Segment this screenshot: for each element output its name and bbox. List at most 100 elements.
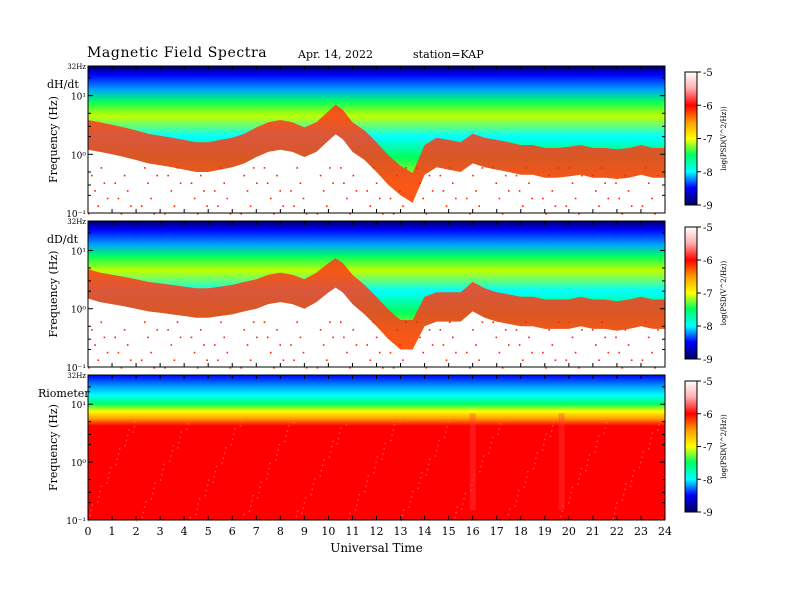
noise-speck [427, 463, 430, 466]
noise-speck [437, 445, 439, 447]
noise-speck [123, 329, 126, 331]
noise-speck [364, 490, 366, 493]
noise-speck [604, 427, 607, 429]
noise-speck [144, 167, 146, 169]
noise-speck [265, 478, 268, 480]
noise-speck [561, 510, 563, 512]
noise-speck [374, 466, 376, 469]
noise-speck [657, 429, 659, 431]
noise-speck [498, 428, 500, 430]
noise-speck [198, 498, 201, 500]
noise-speck [256, 182, 258, 184]
noise-speck [279, 190, 281, 192]
noise-speck [542, 351, 544, 354]
noise-speck [455, 511, 457, 514]
noise-speck [305, 213, 308, 215]
noise-speck [401, 514, 404, 517]
noise-speck [293, 205, 295, 207]
y-tick-label: 10⁰ [71, 151, 86, 161]
noise-speck [633, 470, 635, 472]
noise-speck [126, 190, 129, 192]
noise-speck [286, 430, 288, 432]
noise-speck [295, 515, 298, 518]
noise-speck [605, 422, 608, 424]
noise-speck [217, 359, 219, 361]
noise-speck [167, 329, 169, 331]
noise-speck [516, 495, 519, 497]
noise-speck [103, 182, 106, 184]
noise-speck [393, 424, 396, 426]
noise-speck [329, 451, 332, 453]
noise-speck [399, 190, 401, 192]
noise-speck [223, 452, 226, 454]
noise-speck [472, 329, 474, 331]
noise-speck [607, 351, 610, 354]
noise-speck [276, 174, 278, 177]
noise-speck [312, 483, 315, 485]
noise-speck [163, 463, 165, 466]
noise-speck [243, 174, 246, 177]
x-tick-label: 18 [514, 525, 528, 538]
noise-speck [601, 167, 603, 169]
noise-speck [154, 482, 156, 484]
noise-speck [153, 487, 155, 490]
noise-speck [630, 480, 633, 482]
noise-speck [310, 494, 312, 496]
x-tick-label: 12 [370, 525, 384, 538]
noise-speck [545, 433, 547, 435]
noise-speck [340, 427, 342, 429]
noise-speck [349, 512, 351, 515]
spectrogram-panel: 32Hz 10¹ 10⁰ 10⁻¹ Riometer Frequency (Hz) -5 -6… [38, 372, 728, 527]
noise-speck [164, 367, 166, 369]
noise-speck [419, 182, 421, 184]
noise-speck [203, 190, 205, 192]
noise-speck [263, 321, 266, 323]
noise-speck [621, 499, 624, 501]
noise-speck [373, 472, 375, 474]
noise-speck [337, 437, 340, 440]
noise-speck [159, 479, 162, 481]
noise-speck [622, 494, 625, 496]
noise-speck [358, 494, 360, 496]
noise-speck [627, 190, 630, 192]
noise-speck [340, 167, 342, 169]
noise-speck [323, 459, 325, 461]
noise-speck [266, 182, 269, 184]
noise-speck [641, 359, 644, 361]
noise-speck [304, 497, 307, 499]
noise-speck [256, 497, 259, 499]
noise-speck [226, 197, 229, 200]
noise-speck [115, 463, 117, 466]
noise-speck [396, 174, 398, 177]
noise-speck [319, 475, 321, 477]
noise-speck [658, 424, 660, 426]
noise-speck [490, 441, 493, 444]
noise-speck [188, 417, 190, 420]
noise-speck [239, 425, 242, 427]
noise-speck [322, 344, 325, 346]
vertical-feature [558, 413, 565, 510]
noise-speck [595, 344, 597, 346]
noise-speck [136, 520, 138, 522]
noise-speck [223, 182, 225, 184]
noise-speck [314, 478, 316, 480]
color-band [88, 375, 665, 520]
noise-speck [657, 329, 659, 331]
colorbar-tick-label: -8 [703, 475, 713, 486]
noise-speck [229, 213, 232, 215]
noise-speck [161, 474, 163, 476]
noise-speck [120, 367, 123, 369]
y-axis-label: Frequency (Hz) [47, 96, 60, 183]
noise-speck [97, 501, 99, 503]
noise-speck [196, 367, 199, 369]
noise-speck [442, 190, 445, 192]
colorbar [684, 71, 698, 206]
noise-speck [109, 466, 112, 469]
noise-speck [97, 359, 99, 361]
noise-speck [332, 440, 334, 443]
noise-speck [478, 205, 480, 207]
noise-speck [303, 502, 306, 504]
noise-speck [473, 474, 475, 476]
noise-speck [319, 174, 322, 177]
noise-speck [410, 496, 413, 498]
